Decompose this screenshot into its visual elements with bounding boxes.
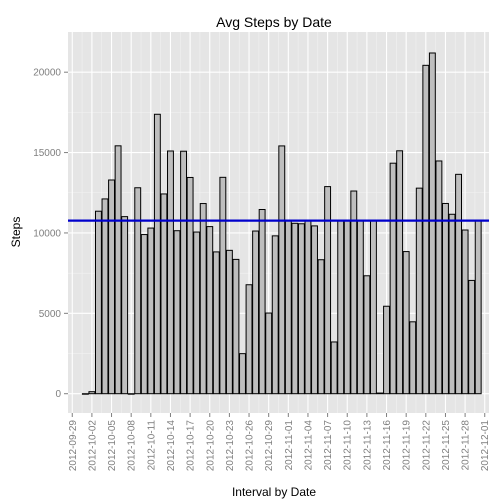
bar-2012-10-27: [252, 230, 260, 395]
bar-2012-11-17: [389, 162, 397, 395]
bar-2012-10-09: [134, 187, 142, 395]
x-tick-label: 2012-11-10: [343, 420, 354, 471]
bar-2012-10-11: [147, 227, 155, 395]
bar-2012-10-05: [108, 179, 115, 395]
x-tick-label: 2012-10-11: [146, 420, 157, 471]
bar-2012-11-22: [422, 64, 430, 395]
y-tick-label: 10000: [33, 228, 61, 239]
x-tick-label: 2012-10-23: [225, 420, 236, 472]
bar-2012-11-18: [396, 150, 404, 395]
bar-2012-10-03: [94, 210, 102, 395]
y-tick-label: 5000: [39, 309, 62, 320]
bar-2012-10-26: [245, 284, 253, 395]
x-tick-label: 2012-10-17: [186, 420, 197, 472]
bar-2012-10-08: [127, 393, 135, 395]
x-tick-label: 2012-10-08: [127, 420, 138, 472]
bar-2012-11-27: [455, 173, 463, 395]
x-tick-label: 2012-11-19: [402, 420, 413, 471]
bar-2012-10-12: [153, 113, 161, 395]
bar-2012-11-23: [428, 52, 436, 395]
bar-2012-11-29: [468, 279, 476, 395]
bar-2012-10-18: [193, 231, 201, 395]
bar-2012-11-25: [442, 202, 449, 395]
bar-2012-10-16: [180, 150, 188, 395]
x-axis-title: Interval by Date: [232, 485, 316, 499]
chart-title: Avg Steps by Date: [216, 14, 332, 30]
bar-2012-11-07: [324, 186, 332, 395]
bar-2012-10-15: [173, 230, 181, 395]
bar-2012-11-15: [376, 392, 384, 395]
y-tick-label: 20000: [33, 68, 61, 79]
bar-2012-11-26: [448, 213, 456, 395]
x-tick-label: 2012-12-01: [480, 420, 491, 472]
bar-2012-10-10: [140, 234, 148, 395]
x-tick-label: 2012-11-01: [284, 420, 295, 471]
bar-2012-10-02: [88, 391, 96, 395]
bar-2012-10-01: [81, 393, 89, 395]
bar-2012-10-31: [278, 145, 286, 395]
bar-2012-11-12: [356, 220, 364, 395]
bar-2012-10-17: [186, 176, 194, 395]
bar-2012-10-19: [199, 203, 207, 395]
bar-2012-10-13: [160, 193, 168, 395]
x-tick-label: 2012-10-14: [166, 420, 177, 472]
bar-2012-11-06: [317, 259, 325, 395]
bar-2012-10-23: [225, 249, 233, 395]
y-axis-title: Steps: [9, 217, 23, 248]
x-tick-label: 2012-11-22: [421, 420, 432, 471]
bar-2012-11-30: [474, 220, 482, 395]
bar-2012-10-14: [167, 150, 174, 395]
bar-2012-10-06: [114, 145, 122, 395]
bar-2012-11-08: [330, 341, 338, 395]
bar-2012-11-02: [291, 222, 299, 395]
bar-2012-11-01: [284, 220, 292, 395]
bar-2012-11-19: [402, 251, 410, 395]
x-tick-label: 2012-10-05: [107, 420, 118, 472]
bar-2012-11-05: [311, 225, 318, 395]
bar-2012-11-16: [383, 305, 390, 395]
bar-2012-11-24: [435, 160, 443, 395]
x-tick-label: 2012-11-13: [362, 420, 373, 471]
x-tick-label: 2012-10-26: [245, 420, 256, 472]
bar-2012-11-14: [369, 220, 377, 395]
bar-2012-10-04: [101, 198, 109, 395]
bar-2012-10-20: [206, 226, 214, 395]
bar-2012-10-22: [219, 176, 227, 395]
bar-2012-11-20: [409, 321, 417, 395]
bar-2012-11-11: [350, 190, 358, 395]
x-tick-label: 2012-11-25: [441, 420, 452, 471]
y-axis-ticks: 0 5000 10000 15000 20000: [33, 68, 68, 400]
bar-2012-10-24: [232, 258, 240, 395]
x-tick-label: 2012-11-04: [303, 420, 314, 471]
bar-2012-11-21: [415, 187, 423, 395]
bar-2012-10-21: [212, 251, 220, 395]
x-tick-label: 2012-11-16: [382, 420, 393, 471]
x-axis-ticks: 2012-09-29 2012-10-02 2012-10-05 2012-10-08…: [68, 413, 491, 471]
x-tick-label: 2012-10-20: [205, 420, 216, 472]
x-tick-label: 2012-10-29: [264, 420, 275, 472]
bar-2012-11-09: [337, 220, 345, 395]
bar-2012-11-13: [363, 275, 371, 395]
bar-2012-11-28: [461, 229, 469, 395]
bar-2012-10-28: [258, 209, 266, 395]
bar-2012-11-03: [297, 223, 305, 395]
bar-2012-10-30: [271, 235, 279, 395]
x-tick-label: 2012-11-07: [323, 420, 334, 471]
bar-2012-11-10: [343, 220, 351, 395]
x-tick-label: 2012-11-28: [461, 420, 472, 471]
bar-2012-11-04: [304, 220, 312, 395]
y-tick-label: 15000: [33, 148, 61, 159]
bar-2012-10-25: [239, 353, 246, 395]
bar-2012-10-29: [265, 312, 273, 395]
bar-2012-10-07: [121, 216, 129, 395]
x-tick-label: 2012-09-29: [68, 420, 79, 472]
y-tick-label: 0: [55, 389, 61, 400]
bars: [81, 52, 482, 395]
x-tick-label: 2012-10-02: [87, 420, 98, 472]
